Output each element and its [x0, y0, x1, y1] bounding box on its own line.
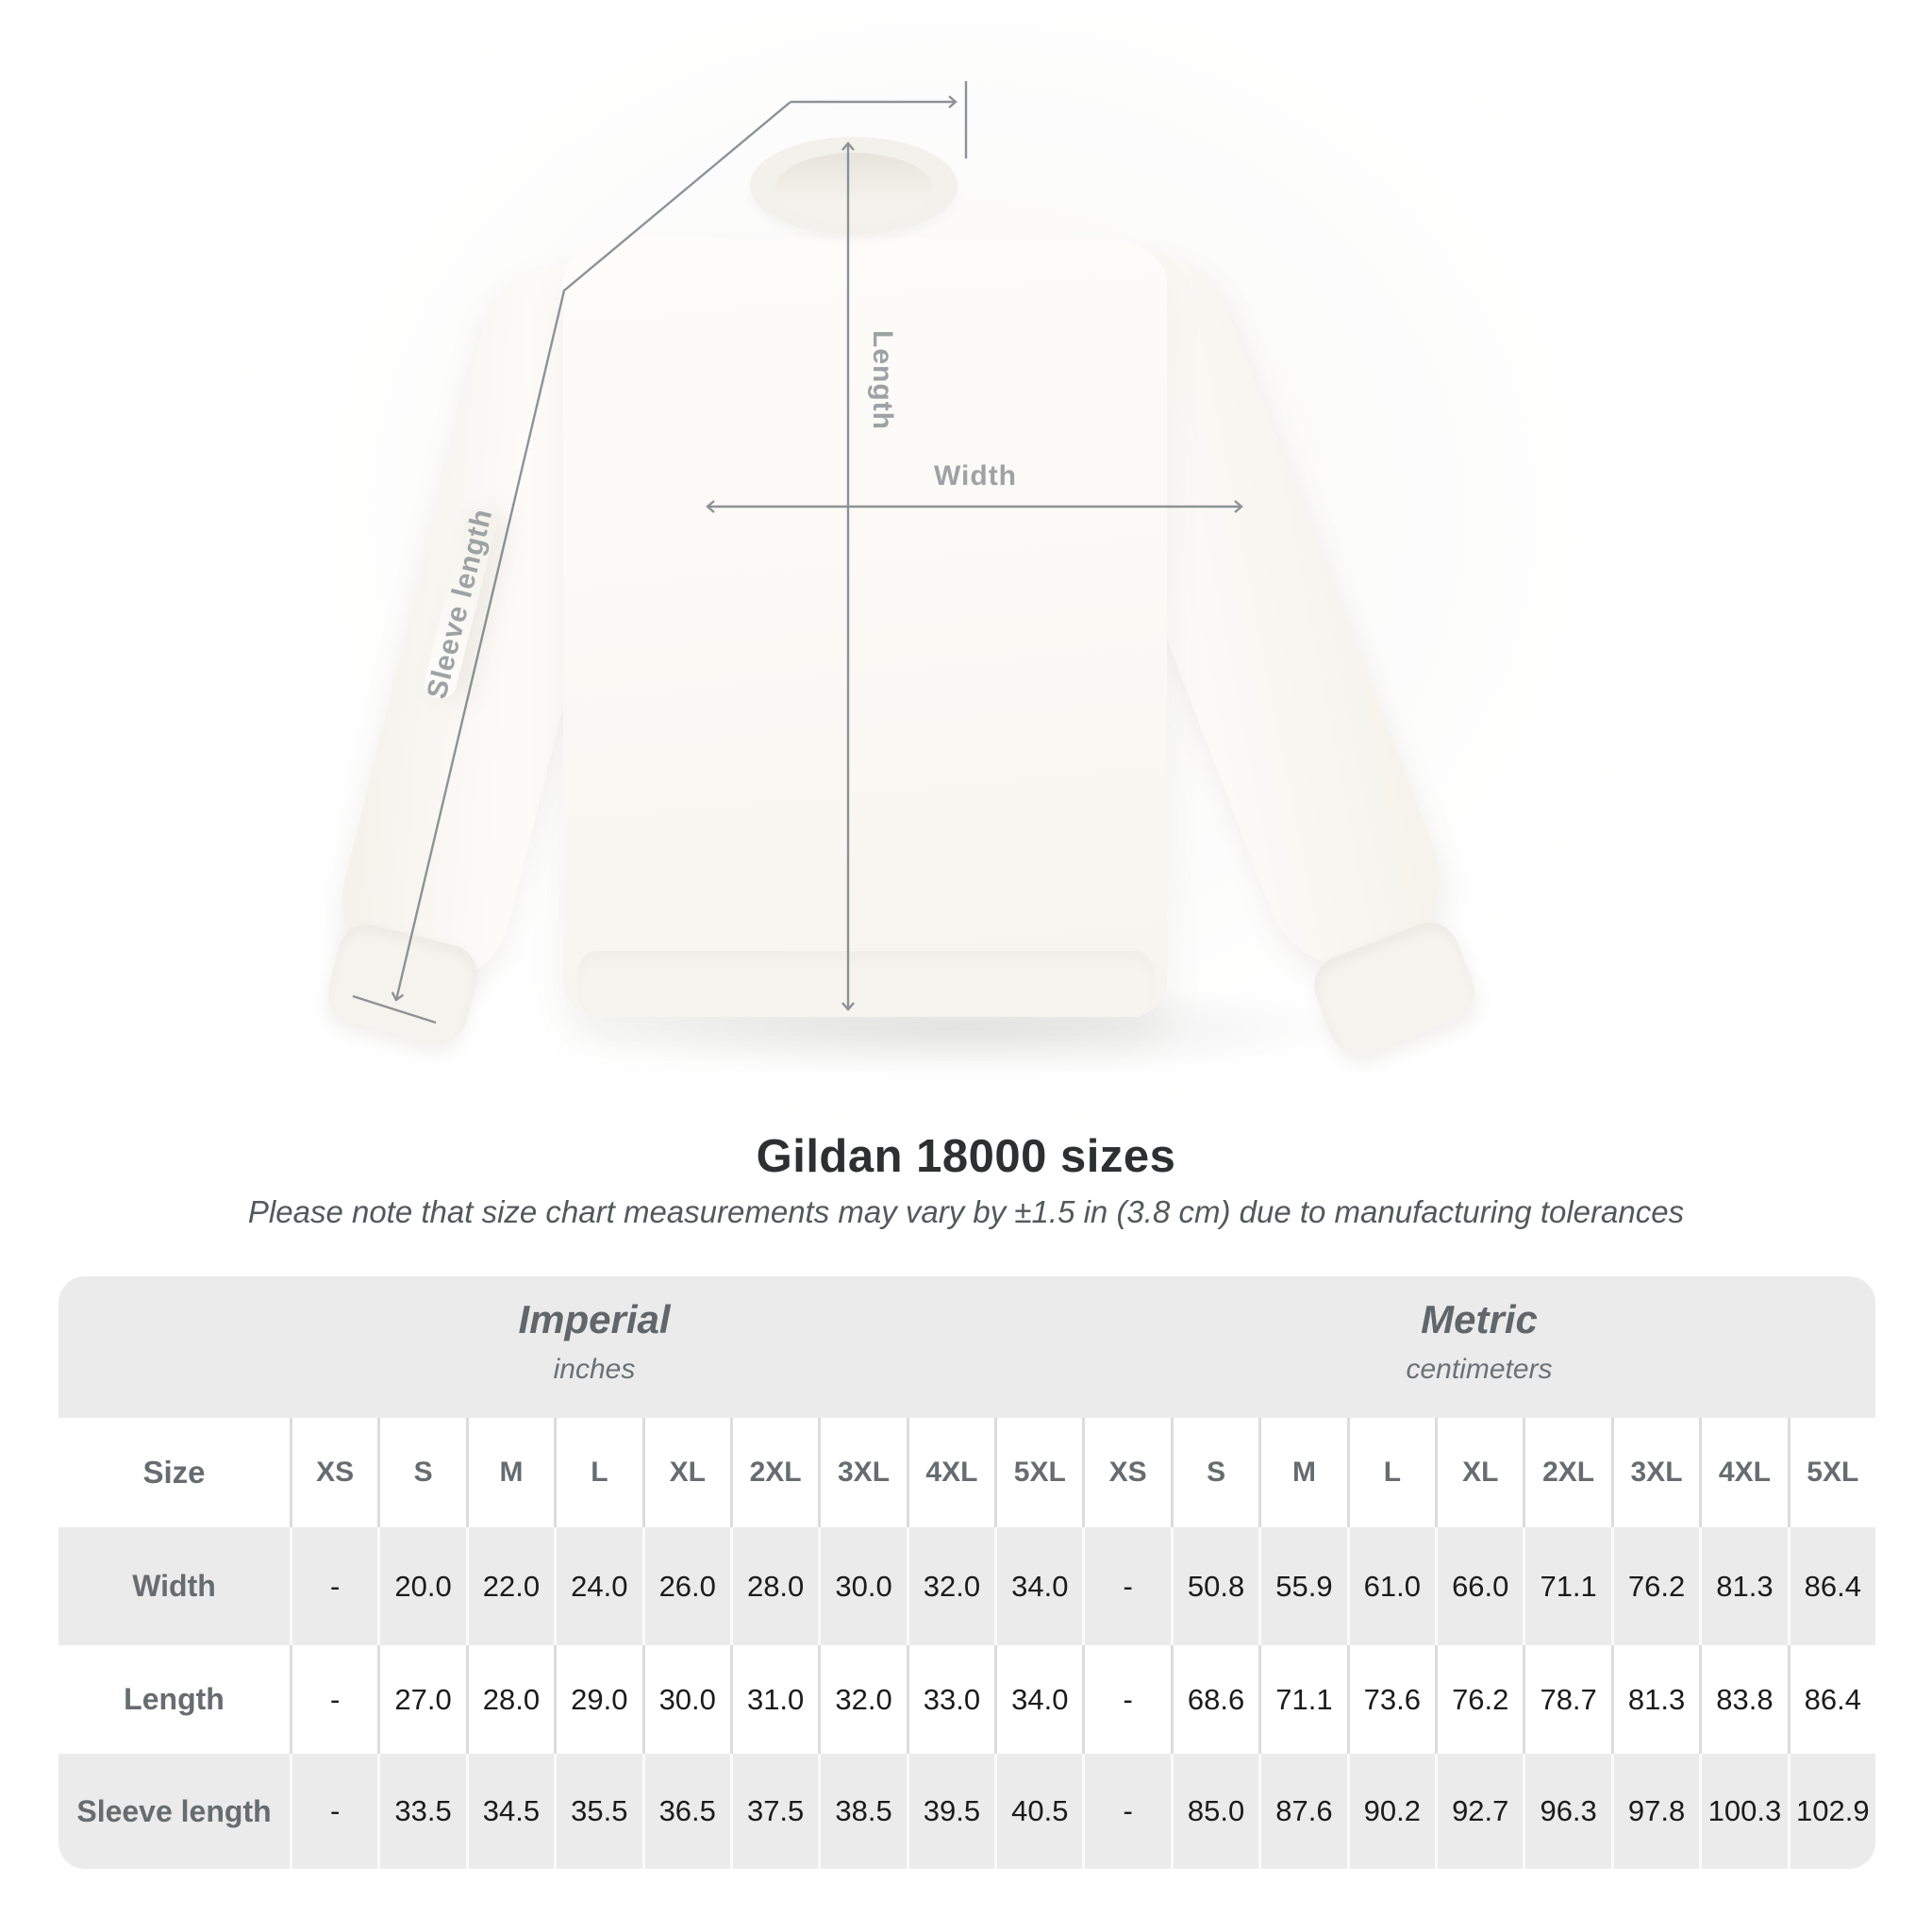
size-value: 30.0 — [641, 1645, 730, 1754]
size-value: 24.0 — [554, 1527, 641, 1645]
size-column-header: S — [377, 1418, 465, 1527]
unit-band: Imperial inches Metric centimeters — [58, 1276, 1875, 1418]
table-row-length: Length -27.0 28.0 29.0 30.0 31.0 32.0 33.0 34.0-… — [58, 1645, 1875, 1754]
size-value: 31.0 — [729, 1645, 818, 1754]
size-value: 40.5 — [994, 1754, 1082, 1869]
imperial-label: Imperial — [518, 1297, 671, 1341]
cuff-tick — [352, 994, 437, 1024]
size-value: 71.1 — [1523, 1527, 1610, 1645]
page-title: Gildan 18000 sizes — [756, 1131, 1176, 1182]
row-label: Width — [132, 1569, 216, 1603]
size-value: 34.5 — [465, 1754, 554, 1869]
size-column-header: S — [1170, 1418, 1258, 1527]
size-table: Imperial inches Metric centimeters Size X… — [58, 1276, 1875, 1869]
size-column-header: 3XL — [818, 1418, 906, 1527]
size-value: 32.0 — [818, 1645, 906, 1754]
size-value: 28.0 — [465, 1645, 554, 1754]
size-value: 35.5 — [554, 1754, 641, 1869]
size-value: 81.3 — [1610, 1645, 1699, 1754]
size-value: 27.0 — [377, 1645, 465, 1754]
size-value: 100.3 — [1699, 1754, 1787, 1869]
size-value: - — [290, 1754, 377, 1869]
size-value: 33.0 — [906, 1645, 994, 1754]
size-value: 33.5 — [377, 1754, 465, 1869]
size-value: 32.0 — [906, 1527, 994, 1645]
size-value: 83.8 — [1699, 1645, 1787, 1754]
size-column-header: M — [465, 1418, 554, 1527]
size-value: - — [1082, 1645, 1170, 1754]
size-value: 78.7 — [1523, 1645, 1610, 1754]
size-value: 20.0 — [377, 1527, 465, 1645]
size-value: 36.5 — [641, 1754, 730, 1869]
size-value: 87.6 — [1258, 1754, 1346, 1869]
size-column-header: 2XL — [1523, 1418, 1610, 1527]
centimeters-label: centimeters — [1406, 1354, 1553, 1385]
sweatshirt-hem-band — [577, 951, 1155, 1017]
size-value: 26.0 — [641, 1527, 730, 1645]
size-column-header: XS — [1082, 1418, 1170, 1527]
table-row-sleeve-length: Sleeve length -33.5 34.5 35.5 36.5 37.5 38.5 39… — [58, 1754, 1875, 1869]
tolerance-note: Please note that size chart measurements… — [247, 1194, 1685, 1229]
size-table-header-row: Size XS S M L XL 2XL 3XL 4XL 5XL XS S M L XL 2XL 3XL 4XL 5… — [58, 1418, 1875, 1527]
size-value: 29.0 — [554, 1645, 641, 1754]
size-diagram: Length Width Sleeve length — [236, 19, 1670, 1123]
size-value: 81.3 — [1699, 1527, 1787, 1645]
size-column-header: XL — [641, 1418, 730, 1527]
row-label: Length — [124, 1682, 225, 1716]
size-column-header: 2XL — [729, 1418, 818, 1527]
size-value: 37.5 — [729, 1754, 818, 1869]
size-value: 90.2 — [1346, 1754, 1435, 1869]
size-column-header: XL — [1435, 1418, 1523, 1527]
table-row-width: Width -20.0 22.0 24.0 26.0 28.0 30.0 32.0 34.0-5… — [58, 1527, 1875, 1645]
size-column-header: 4XL — [1699, 1418, 1787, 1527]
imperial-group-header: Imperial inches — [518, 1297, 670, 1386]
size-column-header: L — [554, 1418, 641, 1527]
size-table-body: Width -20.0 22.0 24.0 26.0 28.0 30.0 32.0 34.0-5… — [58, 1527, 1875, 1869]
metric-label: Metric — [1421, 1297, 1538, 1341]
size-value: 50.8 — [1170, 1527, 1258, 1645]
size-value: 97.8 — [1610, 1754, 1699, 1869]
size-value: 68.6 — [1170, 1645, 1258, 1754]
length-label: Length — [867, 330, 898, 430]
size-value: 71.1 — [1258, 1645, 1346, 1754]
size-value: 96.3 — [1523, 1754, 1610, 1869]
size-column-header: XS — [290, 1418, 377, 1527]
size-value: 22.0 — [465, 1527, 554, 1645]
size-value: 34.0 — [994, 1527, 1082, 1645]
size-column-header: 5XL — [994, 1418, 1082, 1527]
size-value: 76.2 — [1435, 1645, 1523, 1754]
size-value: 76.2 — [1610, 1527, 1699, 1645]
width-label: Width — [933, 460, 1018, 491]
size-value: 61.0 — [1346, 1527, 1435, 1645]
size-column-header: L — [1346, 1418, 1435, 1527]
size-value: 102.9 — [1787, 1754, 1875, 1869]
size-value: - — [290, 1527, 377, 1645]
size-value: 85.0 — [1170, 1754, 1258, 1869]
size-value: 66.0 — [1435, 1527, 1523, 1645]
size-value: - — [290, 1645, 377, 1754]
sleeve-length-arrow — [391, 101, 791, 1002]
size-value: 55.9 — [1258, 1527, 1346, 1645]
size-column-header: 4XL — [906, 1418, 994, 1527]
size-value: 92.7 — [1435, 1754, 1523, 1869]
size-column-header: 5XL — [1787, 1418, 1875, 1527]
size-value: 38.5 — [818, 1754, 906, 1869]
size-column-header: M — [1258, 1418, 1346, 1527]
size-value: - — [1082, 1754, 1170, 1869]
size-value: 30.0 — [818, 1527, 906, 1645]
size-value: 34.0 — [994, 1645, 1082, 1754]
size-value: 28.0 — [729, 1527, 818, 1645]
size-value: 86.4 — [1787, 1527, 1875, 1645]
size-value: - — [1082, 1527, 1170, 1645]
sweatshirt-torso — [563, 238, 1167, 1017]
row-label: Sleeve length — [76, 1793, 272, 1828]
size-corner-label: Size — [142, 1455, 206, 1490]
measurement-arrows — [352, 81, 1243, 1024]
metric-group-header: Metric centimeters — [1406, 1297, 1552, 1386]
size-column-header: 3XL — [1610, 1418, 1699, 1527]
inches-label: inches — [553, 1354, 636, 1385]
size-value: 86.4 — [1787, 1645, 1875, 1754]
size-value: 73.6 — [1346, 1645, 1435, 1754]
size-value: 39.5 — [906, 1754, 994, 1869]
